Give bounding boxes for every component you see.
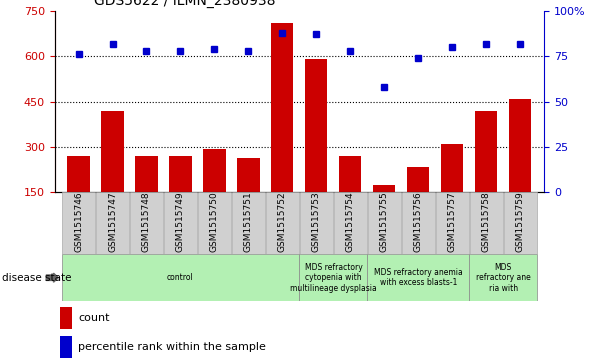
Bar	[475, 111, 497, 238]
Text: GSM1515755: GSM1515755	[380, 192, 389, 252]
Text: GSM1515747: GSM1515747	[108, 192, 117, 252]
Text: percentile rank within the sample: percentile rank within the sample	[78, 342, 266, 352]
Bar	[470, 192, 503, 254]
Text: GSM1515757: GSM1515757	[448, 192, 457, 252]
Bar	[437, 192, 469, 254]
Bar	[60, 307, 72, 329]
Bar	[469, 254, 537, 301]
Bar	[300, 192, 333, 254]
Text: disease state: disease state	[2, 273, 71, 283]
Bar	[441, 144, 463, 238]
Text: MDS refractory anemia
with excess blasts-1: MDS refractory anemia with excess blasts…	[374, 268, 463, 287]
Text: GSM1515759: GSM1515759	[516, 192, 525, 252]
Bar	[305, 59, 328, 238]
Bar	[61, 254, 299, 301]
Bar	[198, 192, 230, 254]
Bar	[504, 192, 536, 254]
Text: count: count	[78, 313, 109, 323]
Bar	[63, 192, 95, 254]
Bar	[164, 192, 196, 254]
Bar	[96, 192, 129, 254]
Text: GSM1515752: GSM1515752	[278, 192, 287, 252]
Text: GSM1515754: GSM1515754	[346, 192, 355, 252]
Bar	[402, 192, 435, 254]
Bar	[367, 254, 469, 301]
Text: MDS refractory
cytopenia with
multilineage dysplasia: MDS refractory cytopenia with multilinea…	[290, 263, 377, 293]
Bar	[373, 185, 395, 238]
Text: GSM1515753: GSM1515753	[312, 192, 321, 252]
Bar	[102, 111, 123, 238]
Text: GDS5622 / ILMN_2380938: GDS5622 / ILMN_2380938	[94, 0, 275, 8]
Text: GSM1515749: GSM1515749	[176, 192, 185, 252]
Text: GSM1515748: GSM1515748	[142, 192, 151, 252]
Text: GSM1515746: GSM1515746	[74, 192, 83, 252]
Text: GSM1515756: GSM1515756	[414, 192, 423, 252]
Text: control: control	[167, 273, 194, 282]
Text: GSM1515758: GSM1515758	[482, 192, 491, 252]
Bar	[237, 158, 260, 238]
Bar	[407, 167, 429, 238]
Bar	[339, 156, 362, 238]
Bar	[136, 156, 157, 238]
Bar	[204, 148, 226, 238]
Bar	[130, 192, 162, 254]
Text: GSM1515751: GSM1515751	[244, 192, 253, 252]
Bar	[271, 23, 294, 238]
Bar	[334, 192, 367, 254]
Text: GSM1515750: GSM1515750	[210, 192, 219, 252]
Text: MDS
refractory ane
ria with: MDS refractory ane ria with	[476, 263, 531, 293]
Bar	[60, 337, 72, 358]
Bar	[299, 254, 367, 301]
Bar	[368, 192, 401, 254]
Bar	[266, 192, 299, 254]
Bar	[67, 156, 89, 238]
Bar	[510, 99, 531, 238]
Bar	[170, 156, 192, 238]
Bar	[232, 192, 264, 254]
